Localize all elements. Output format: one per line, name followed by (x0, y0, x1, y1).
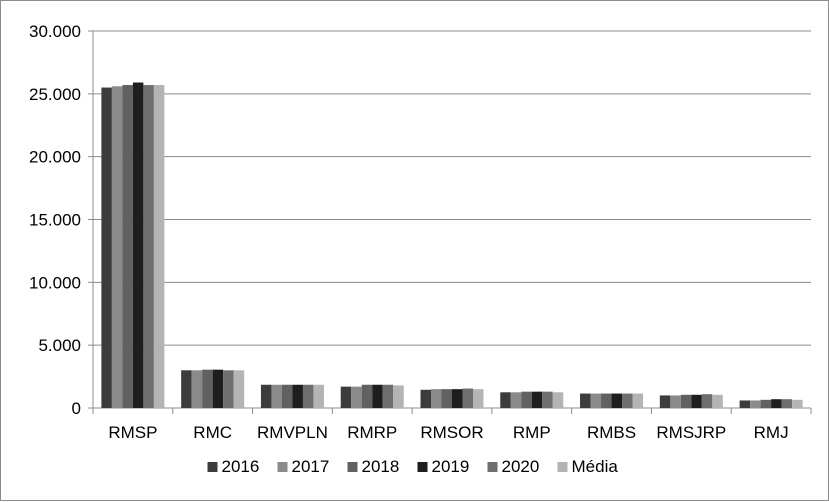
bar (552, 392, 564, 408)
x-tick-label: RMRP (347, 423, 397, 442)
bar (122, 85, 133, 408)
bar (292, 384, 303, 408)
bar (132, 82, 144, 409)
bar (393, 385, 404, 408)
bar (760, 399, 772, 408)
bar (659, 395, 671, 408)
bar (701, 394, 713, 408)
bar (351, 386, 362, 408)
bar (531, 391, 543, 408)
bar (233, 370, 245, 408)
bar (500, 392, 511, 408)
bar (302, 384, 314, 408)
bar (372, 384, 383, 408)
legend-swatch (277, 462, 288, 472)
bar (580, 393, 591, 408)
bar (281, 384, 293, 408)
bar (750, 400, 761, 408)
bar (271, 384, 282, 408)
y-tick-label: 10.000 (29, 273, 81, 292)
bar (462, 388, 473, 408)
bar (542, 391, 553, 408)
bar (143, 85, 154, 408)
bar (191, 370, 203, 408)
y-tick-label: 30.000 (29, 22, 81, 41)
bar (223, 370, 234, 408)
bar (313, 384, 324, 408)
legend-swatch (417, 462, 428, 472)
bar (420, 389, 431, 408)
bar (441, 389, 452, 408)
x-tick-label: RMSOR (420, 423, 483, 442)
bar (452, 389, 463, 408)
legend-swatch (207, 462, 218, 472)
bar (601, 393, 612, 408)
bar (691, 394, 702, 408)
legend-label: 2016 (222, 457, 260, 476)
bar (431, 389, 442, 408)
bar (202, 369, 213, 408)
bar (712, 394, 723, 408)
bar (632, 393, 644, 408)
legend-swatch (487, 462, 498, 472)
bar (781, 399, 793, 408)
bar (153, 85, 165, 408)
bar (382, 384, 394, 408)
bar (739, 400, 751, 408)
legend-label: Média (572, 457, 619, 476)
y-tick-label: 0 (72, 399, 81, 418)
y-tick-label: 25.000 (29, 85, 81, 104)
bar (521, 391, 532, 408)
bar (340, 386, 352, 408)
x-tick-label: RMJ (754, 423, 789, 442)
bar (181, 370, 192, 408)
legend: 2016 2017 2018 2019 2020 Média (207, 457, 619, 476)
bar (111, 86, 123, 408)
bar (212, 369, 224, 408)
bar (771, 399, 782, 408)
x-tick-label: RMBS (587, 423, 636, 442)
grid-lines (93, 30, 811, 346)
y-tick-label: 20.000 (29, 148, 81, 167)
legend-swatch (557, 462, 568, 472)
bar (792, 399, 803, 408)
bar (510, 392, 522, 408)
legend-swatch (347, 462, 358, 472)
bar (101, 87, 112, 409)
y-tick-label: 5.000 (38, 336, 81, 355)
bar (361, 384, 373, 408)
x-axis: RMSP RMC RMVPLN RMRP RMSOR RMP RMBS RMSJRP RMJ (92, 407, 812, 442)
bar (611, 393, 623, 408)
legend-label: 2019 (432, 457, 470, 476)
x-tick-label: RMP (513, 423, 551, 442)
bars (101, 82, 803, 409)
bar (622, 393, 633, 408)
bar (590, 393, 602, 408)
legend-label: 2018 (362, 457, 400, 476)
x-tick-label: RMSP (108, 423, 157, 442)
bar (680, 394, 692, 408)
y-tick-label: 15.000 (29, 211, 81, 230)
legend-label: 2017 (292, 457, 330, 476)
bar (670, 395, 681, 408)
bar (473, 389, 484, 408)
x-tick-label: RMSJRP (656, 423, 726, 442)
y-axis: 0 5.000 10.000 15.000 20.000 25.000 30.000 (29, 22, 94, 418)
x-tick-label: RMC (193, 423, 232, 442)
legend-label: 2020 (502, 457, 540, 476)
bar (260, 384, 272, 408)
x-tick-label: RMVPLN (257, 423, 328, 442)
